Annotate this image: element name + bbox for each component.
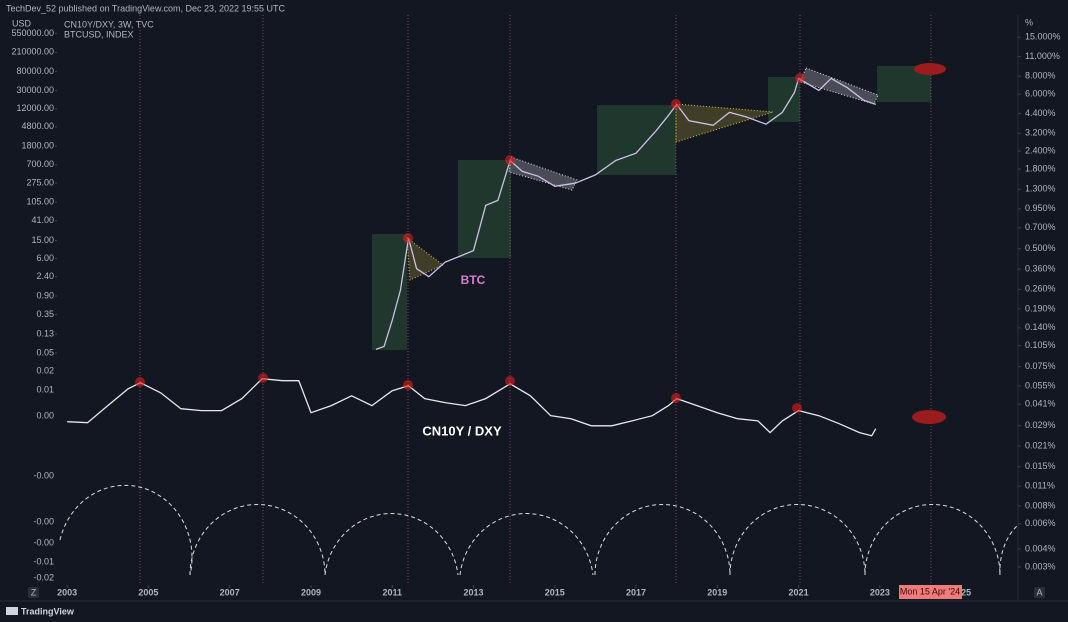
cycle-lines bbox=[139, 15, 932, 585]
logo bbox=[6, 607, 18, 615]
y2-tick-label: 1.300% bbox=[1025, 184, 1056, 194]
y2-tick-label: 0.004% bbox=[1025, 543, 1056, 553]
y2-tick-label: 0.075% bbox=[1025, 361, 1056, 371]
crosshair-box bbox=[899, 585, 962, 599]
y-tick-label: 6.00 bbox=[36, 253, 54, 263]
y2-tick-label: 0.500% bbox=[1025, 243, 1056, 253]
channels bbox=[508, 67, 879, 191]
y-tick-label: 1800.00 bbox=[21, 141, 54, 151]
y-tick-label: 0.90 bbox=[36, 290, 54, 300]
y-tick-label: 80000.00 bbox=[16, 66, 54, 76]
y-tick-label: 700.00 bbox=[26, 159, 54, 169]
y-tick-label: 105.00 bbox=[26, 197, 54, 207]
y-tick-label: 0.35 bbox=[36, 309, 54, 319]
y2-tick-label: 0.003% bbox=[1025, 561, 1056, 571]
x-tick-label: 2023 bbox=[870, 587, 890, 597]
x-tick-label: 2011 bbox=[382, 587, 402, 597]
button-label[interactable]: A bbox=[1036, 587, 1042, 597]
y-tick-label: 0.13 bbox=[36, 329, 54, 339]
x-tick-label: 2017 bbox=[626, 587, 646, 597]
y2-tick-label: 0.021% bbox=[1025, 440, 1056, 450]
x-tick-label: 2003 bbox=[57, 587, 77, 597]
y2-tick-label: 6.000% bbox=[1025, 88, 1056, 98]
y-unit: USD bbox=[12, 18, 32, 28]
y-tick-label: 210000.00 bbox=[11, 47, 54, 57]
pane-label: 0.01 bbox=[36, 384, 54, 394]
y2-tick-label: 4.400% bbox=[1025, 108, 1056, 118]
y2-tick-label: 1.800% bbox=[1025, 163, 1056, 173]
y2-tick-label: 2.400% bbox=[1025, 145, 1056, 155]
y2-unit: % bbox=[1025, 17, 1033, 27]
x-tick-label: 2009 bbox=[301, 587, 321, 597]
y2-tick-label: 11.000% bbox=[1025, 51, 1060, 61]
y2-tick-label: 0.006% bbox=[1025, 518, 1056, 528]
y2-tick-label: 0.105% bbox=[1025, 340, 1056, 350]
cycle-boxes bbox=[372, 66, 931, 350]
y-tick-label: 4800.00 bbox=[21, 121, 54, 131]
pane-label: 0.02 bbox=[36, 365, 54, 375]
y-tick-label: 15.00 bbox=[31, 235, 54, 245]
cycle-arcs bbox=[59, 484, 1019, 576]
y-tick-label: 275.00 bbox=[26, 178, 54, 188]
x-tick-label: 2013 bbox=[463, 587, 483, 597]
peak-markers bbox=[135, 63, 946, 424]
pane-label: -0.00 bbox=[33, 537, 54, 547]
annotation: CN10Y / DXY bbox=[422, 423, 502, 438]
y2-tick-label: 15.000% bbox=[1025, 32, 1061, 42]
y2-tick-label: 0.008% bbox=[1025, 500, 1056, 510]
pane-label: -0.00 bbox=[33, 516, 54, 526]
y-tick-label: 12000.00 bbox=[16, 103, 54, 113]
y2-tick-label: 0.190% bbox=[1025, 303, 1056, 313]
y2-tick-label: 0.260% bbox=[1025, 284, 1056, 294]
button[interactable] bbox=[28, 587, 39, 598]
y2-tick-label: 0.055% bbox=[1025, 380, 1056, 390]
y2-tick-label: 0.041% bbox=[1025, 399, 1056, 409]
pane-label: -0.02 bbox=[33, 572, 54, 582]
y2-tick-label: 0.029% bbox=[1025, 420, 1056, 430]
y2-tick-label: 3.200% bbox=[1025, 128, 1056, 138]
y2-tick-label: 0.360% bbox=[1025, 263, 1056, 273]
x-tick-label: 2015 bbox=[545, 587, 565, 597]
crosshair-label: Mon 15 Apr '24 bbox=[900, 586, 960, 596]
x-tick-label: 2005 bbox=[138, 587, 158, 597]
x-tick-label: 2007 bbox=[220, 587, 240, 597]
symbol: CN10Y/DXY, 3W, TVC bbox=[64, 19, 154, 29]
y-tick-label: 0.05 bbox=[36, 347, 54, 357]
y-tick-label: 2.40 bbox=[36, 271, 54, 281]
y2-tick-label: 0.140% bbox=[1025, 322, 1056, 332]
pane-label: -0.00 bbox=[33, 470, 54, 480]
x-tick-label: 2019 bbox=[707, 587, 727, 597]
y-tick-label: 30000.00 bbox=[16, 85, 54, 95]
brand: TradingView bbox=[21, 606, 75, 616]
x-tick-label: 2021 bbox=[789, 587, 809, 597]
annotation: BTC bbox=[461, 273, 486, 287]
pane-label: 0.00 bbox=[36, 410, 54, 420]
y2-tick-label: 8.000% bbox=[1025, 71, 1056, 81]
symbol: BTCUSD, INDEX bbox=[64, 29, 134, 39]
button[interactable] bbox=[1034, 587, 1045, 598]
button-label[interactable]: Z bbox=[31, 587, 37, 597]
y2-tick-label: 0.015% bbox=[1025, 461, 1056, 471]
pane-label: -0.01 bbox=[33, 556, 54, 566]
y-tick-label: 550000.00 bbox=[11, 28, 54, 38]
y-tick-label: 41.00 bbox=[31, 215, 54, 225]
series-line bbox=[375, 77, 877, 351]
y2-tick-label: 0.011% bbox=[1025, 480, 1055, 490]
publish-title: TechDev_52 published on TradingView.com,… bbox=[6, 3, 286, 13]
y2-tick-label: 0.700% bbox=[1025, 222, 1056, 232]
series-line bbox=[67, 378, 877, 437]
wedges bbox=[406, 103, 774, 281]
y2-tick-label: 0.950% bbox=[1025, 203, 1056, 213]
